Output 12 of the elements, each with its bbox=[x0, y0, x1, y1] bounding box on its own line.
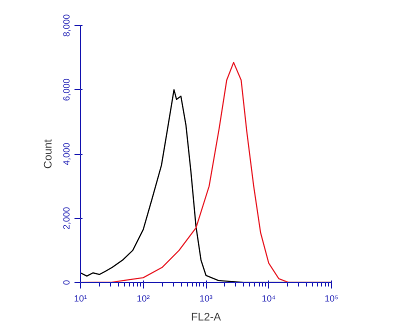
y-tick-label: 8,000 bbox=[62, 14, 72, 37]
x-tick-label: 10² bbox=[136, 294, 150, 304]
x-axis-title: FL2-A bbox=[191, 312, 222, 324]
y-tick-label: 4,000 bbox=[62, 142, 72, 166]
y-tick-label: 6,000 bbox=[62, 78, 72, 102]
x-tick-label: 10⁴ bbox=[262, 294, 276, 304]
y-axis-title: Count bbox=[42, 139, 54, 169]
x-tick-label: 10¹ bbox=[74, 294, 88, 304]
x-tick-label: 10⁵ bbox=[324, 294, 339, 304]
y-tick-label: 0 bbox=[62, 280, 72, 286]
x-tick-label: 10³ bbox=[199, 294, 213, 304]
y-tick-label: 2,000 bbox=[62, 206, 72, 230]
